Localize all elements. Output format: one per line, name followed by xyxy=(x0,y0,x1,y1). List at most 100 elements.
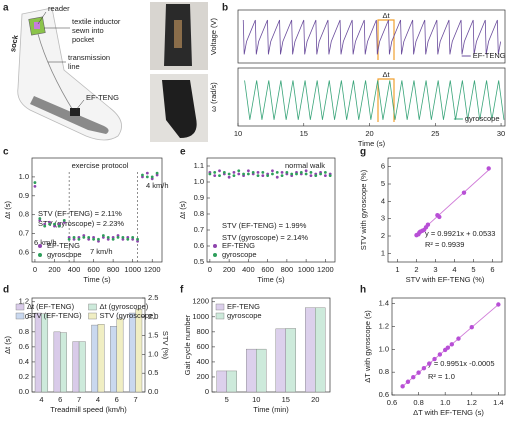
bar xyxy=(97,324,105,393)
x-axis-label: Time (s) xyxy=(358,139,386,148)
y-tick-label: 0 xyxy=(205,387,209,396)
x-tick-label: 30 xyxy=(497,129,505,138)
plot-frame xyxy=(391,297,506,396)
bar xyxy=(315,307,326,393)
data-point xyxy=(304,169,308,173)
x-tick-label: 1200 xyxy=(317,265,334,274)
data-point xyxy=(33,181,37,184)
data-point xyxy=(280,171,284,174)
panel-label: b xyxy=(222,3,228,14)
y-tick-label: 5 xyxy=(381,179,385,188)
bar xyxy=(256,348,267,393)
y-axis-label: Δt (s) xyxy=(3,336,12,354)
annotation: R² = 1.0 xyxy=(428,372,455,381)
data-point xyxy=(136,237,139,241)
bar xyxy=(91,324,99,393)
y2-tick-label: 2.5 xyxy=(148,293,158,302)
y-tick-label: 1.4 xyxy=(379,299,389,308)
delta-bracket xyxy=(377,19,395,60)
x-tick-label: 20 xyxy=(365,129,373,138)
data-point xyxy=(456,336,461,341)
y-tick-label: 0.9 xyxy=(194,193,204,202)
data-point xyxy=(256,174,260,178)
reader-coil xyxy=(34,22,40,29)
data-point xyxy=(445,345,451,350)
data-point xyxy=(213,174,217,178)
data-point xyxy=(237,169,241,173)
bar xyxy=(116,318,124,393)
bar xyxy=(34,312,42,393)
y-tick-label: 0.5 xyxy=(194,257,204,266)
annotation: R² = 0.9939 xyxy=(425,240,464,249)
data-point xyxy=(72,236,76,239)
x-tick-label: 6 xyxy=(58,395,62,404)
data-point xyxy=(271,172,274,176)
y-tick-label: 1.0 xyxy=(379,344,389,353)
legend-label: EF-TENG xyxy=(47,241,80,250)
data-point xyxy=(246,172,250,176)
teng-pad xyxy=(70,108,80,116)
y-tick-label: 0.7 xyxy=(19,229,29,238)
data-point xyxy=(261,171,265,174)
x-tick-label: 200 xyxy=(48,265,61,274)
y-tick-label: 0.8 xyxy=(19,210,29,219)
x-tick-label: 400 xyxy=(242,265,255,274)
x-tick-label: 6 xyxy=(490,265,494,274)
annotation: normal walk xyxy=(285,161,325,170)
data-point xyxy=(218,169,221,173)
data-point xyxy=(437,214,442,220)
y-tick-label: 0.8 xyxy=(19,327,29,336)
line-label: transmission xyxy=(68,53,110,62)
legend-label: gyroscope xyxy=(47,250,82,259)
bar xyxy=(226,370,237,393)
y-tick-label: 4 xyxy=(381,196,385,205)
data-point xyxy=(271,169,274,173)
legend-swatch xyxy=(213,253,217,257)
data-point xyxy=(437,352,443,357)
data-point xyxy=(309,174,313,178)
plot-frame xyxy=(237,67,506,127)
plot-frame xyxy=(206,157,336,263)
bar xyxy=(305,307,316,393)
x-tick-label: 5 xyxy=(225,395,229,404)
bar xyxy=(110,326,117,393)
x-tick-label: 0.6 xyxy=(387,398,397,407)
x-tick-label: 800 xyxy=(107,265,120,274)
data-point xyxy=(427,361,432,366)
x-tick-label: 4 xyxy=(39,395,43,404)
annotation: exercise protocol xyxy=(72,161,129,170)
y-tick-label: 1.0 xyxy=(19,172,29,181)
x-axis-label: Time (min) xyxy=(253,405,289,414)
y2-tick-label: 1.0 xyxy=(148,349,158,358)
x-tick-label: 20 xyxy=(311,395,319,404)
annotation: Δt xyxy=(382,70,390,79)
line-label: line xyxy=(68,62,80,71)
bar xyxy=(41,313,49,393)
x-axis-label: ΔT with EF-TENG (s) xyxy=(413,408,484,417)
data-point xyxy=(416,370,421,375)
y-tick-label: 1000 xyxy=(192,312,209,321)
panel-label: f xyxy=(180,285,184,296)
plot-frame xyxy=(211,297,331,393)
y-tick-label: 400 xyxy=(196,357,209,366)
annotation: 7 km/h xyxy=(90,247,113,256)
legend-label: STV (EF-TENG) xyxy=(27,311,82,320)
data-point xyxy=(421,365,427,371)
data-point xyxy=(62,219,66,222)
data-point xyxy=(314,174,318,178)
data-point xyxy=(242,172,245,176)
sock-label: sock xyxy=(8,33,20,52)
delta-bracket xyxy=(377,78,395,122)
bar xyxy=(60,332,67,393)
x-axis-label: Time (s) xyxy=(257,275,285,284)
data-point xyxy=(251,171,255,174)
data-point xyxy=(106,236,110,239)
data-point xyxy=(77,237,81,241)
data-point xyxy=(227,175,231,179)
x-tick-label: 1.0 xyxy=(440,398,450,407)
legend-swatch xyxy=(15,303,25,311)
legend-swatch xyxy=(38,244,42,248)
y-axis-label: STV with gyroscope (%) xyxy=(359,169,368,250)
